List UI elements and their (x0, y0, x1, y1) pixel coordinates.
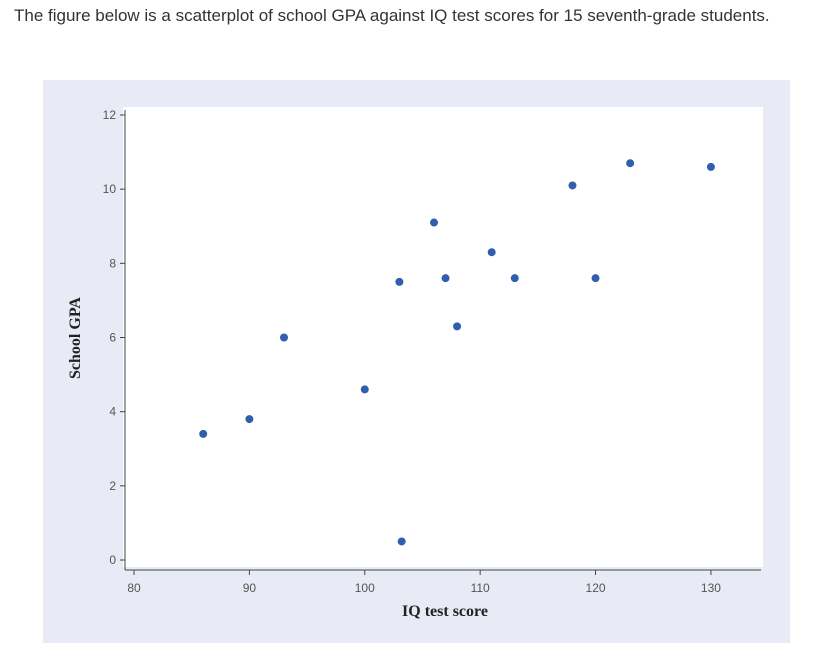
data-point (280, 333, 288, 342)
y-tick-label: 0 (109, 553, 116, 567)
data-point (568, 181, 577, 190)
data-point (245, 415, 254, 424)
data-point (397, 537, 406, 546)
y-tick-label: 6 (109, 331, 116, 345)
x-tick-label: 90 (243, 581, 257, 595)
intro-text: The figure below is a scatterplot of sch… (14, 6, 770, 25)
data-point (395, 277, 404, 286)
chart-panel: 80 90 100 110 120 130 0 2 4 6 8 10 12 IQ test score … (43, 80, 790, 643)
x-tick-label: 130 (701, 581, 721, 595)
data-point (453, 322, 462, 331)
data-point (360, 385, 369, 394)
x-tick-label: 80 (127, 581, 141, 595)
y-tick-label: 10 (103, 182, 117, 196)
plot-area (123, 107, 763, 567)
y-tick-label: 8 (109, 256, 116, 270)
x-tick-label: 120 (586, 581, 606, 595)
data-point (510, 274, 519, 283)
x-tick-label: 100 (355, 581, 375, 595)
y-tick-label: 2 (109, 479, 116, 493)
data-point (626, 159, 635, 168)
x-axis-title: IQ test score (402, 603, 488, 620)
y-tick-label: 4 (109, 405, 116, 419)
y-axis-title: School GPA (67, 297, 84, 379)
data-point (591, 274, 600, 283)
data-point (199, 429, 208, 438)
y-tick-label: 12 (103, 108, 117, 122)
data-point (430, 218, 438, 227)
data-point (706, 162, 715, 171)
data-point (487, 248, 496, 257)
x-tick-label: 110 (471, 581, 490, 595)
data-point (441, 274, 450, 283)
